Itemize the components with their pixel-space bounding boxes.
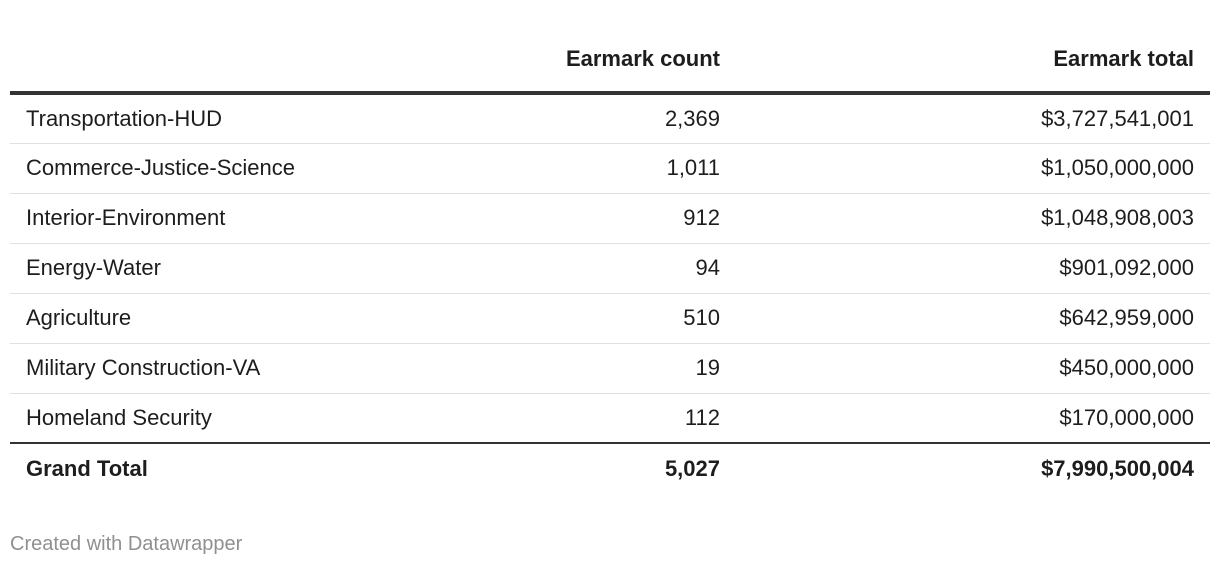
datawrapper-credit[interactable]: Created with Datawrapper [10,533,243,555]
grand-total-amount: $7,990,500,004 [1041,455,1194,481]
row-count: 912 [430,193,736,244]
row-name: Commerce-Justice-Science [10,143,430,194]
earmark-table-container: Earmark count Earmark total Transportati… [10,0,1210,493]
table-row: Homeland Security 112 $170,000,000 [10,393,1210,444]
table-row: Commerce-Justice-Science 1,011 $1,050,00… [10,143,1210,194]
table-row: Transportation-HUD 2,369 $3,727,541,001 [10,93,1210,144]
table-row: Interior-Environment 912 $1,048,908,003 [10,193,1210,244]
row-count: 2,369 [430,93,736,144]
row-total: $1,050,000,000 [736,143,1210,194]
row-name: Transportation-HUD [10,93,430,144]
row-total: $901,092,000 [736,243,1210,294]
column-header-name[interactable] [10,0,430,95]
column-header-earmark-count[interactable]: Earmark count [430,0,736,95]
table-row: Military Construction-VA 19 $450,000,000 [10,343,1210,394]
grand-total-row: Grand Total 5,027 $7,990,500,004 [10,443,1210,493]
row-total: $1,048,908,003 [736,193,1210,244]
row-count: 94 [430,243,736,294]
column-header-earmark-total[interactable]: Earmark total [736,0,1210,95]
row-name: Homeland Security [10,393,430,444]
row-count: 112 [430,393,736,444]
row-count: 510 [430,293,736,344]
row-total: $642,959,000 [736,293,1210,344]
row-name: Agriculture [10,293,430,344]
earmark-table: Earmark count Earmark total Transportati… [10,0,1210,493]
row-total: $3,727,541,001 [736,93,1210,144]
grand-total-label: Grand Total [26,455,148,481]
row-count: 19 [430,343,736,394]
row-total: $170,000,000 [736,393,1210,444]
table-row: Energy-Water 94 $901,092,000 [10,243,1210,294]
table-row: Agriculture 510 $642,959,000 [10,293,1210,344]
grand-total-count: 5,027 [664,455,720,481]
row-name: Military Construction-VA [10,343,430,394]
row-total: $450,000,000 [736,343,1210,394]
row-count: 1,011 [430,143,736,194]
row-name: Interior-Environment [10,193,430,244]
table-header-row: Earmark count Earmark total [10,0,1210,95]
row-name: Energy-Water [10,243,430,294]
